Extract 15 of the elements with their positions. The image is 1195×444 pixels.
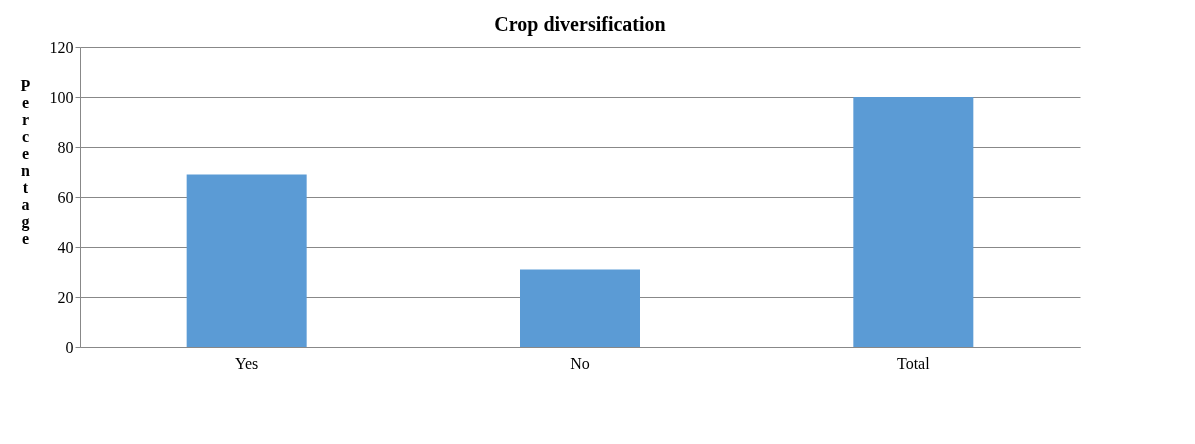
y-tick-label: 60 (57, 188, 74, 206)
bar (520, 269, 640, 347)
x-tick-label: Total (897, 354, 931, 372)
x-tick-label: No (570, 354, 590, 372)
y-tick-label: 120 (49, 38, 74, 56)
y-tick-label: 100 (49, 88, 74, 106)
text: Percentage (20, 76, 31, 247)
chart-title: Crop diversification (494, 13, 666, 36)
y-tick-label: 20 (57, 288, 74, 306)
y-tick-label: 40 (57, 238, 74, 256)
bar (186, 174, 307, 347)
x-tick-label: Yes (235, 354, 259, 372)
y-tick-label: 80 (57, 138, 74, 156)
bar (853, 97, 974, 347)
y-tick-label: 0 (65, 338, 74, 356)
